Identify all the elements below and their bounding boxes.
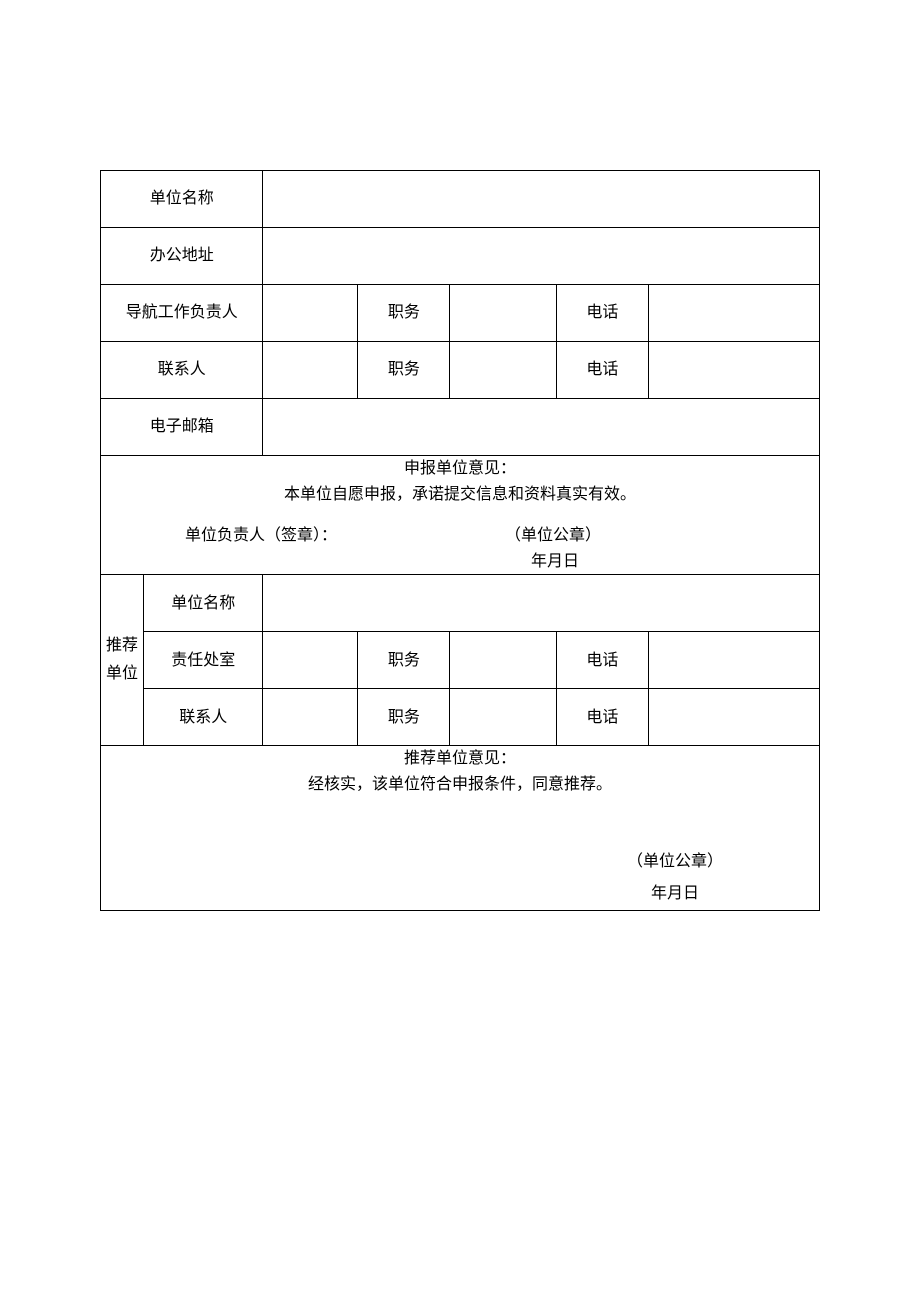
- table-row: 推荐单位意见： 经核实，该单位符合申报条件，同意推荐。 （单位公章） 年月日: [101, 746, 820, 910]
- value-rec-unit-name[interactable]: [263, 575, 820, 632]
- page: 单位名称 办公地址 导航工作负责人 职务 电话 联系人 职务 电话 电子邮箱: [0, 0, 920, 1011]
- date-line: 年月日: [101, 549, 819, 575]
- label-position: 职务: [358, 342, 450, 399]
- value-rec-contact-position[interactable]: [450, 689, 556, 746]
- signature-line: 单位负责人（签章）： （单位公章）: [101, 523, 819, 549]
- application-form-table: 单位名称 办公地址 导航工作负责人 职务 电话 联系人 职务 电话 电子邮箱: [100, 170, 820, 911]
- value-dept-position[interactable]: [450, 632, 556, 689]
- label-recommend-unit-group: 推荐单位: [101, 575, 144, 746]
- table-row: 电子邮箱: [101, 399, 820, 456]
- label-position: 职务: [358, 632, 450, 689]
- date-line: 年月日: [531, 878, 819, 910]
- label-phone: 电话: [556, 632, 648, 689]
- table-row: 联系人 职务 电话: [101, 689, 820, 746]
- table-row: 推荐单位 单位名称: [101, 575, 820, 632]
- label-office-address: 办公地址: [101, 228, 263, 285]
- stamp-label: （单位公章）: [531, 846, 819, 878]
- stamp-label: （单位公章）: [505, 523, 705, 549]
- value-nav-lead-position[interactable]: [450, 285, 556, 342]
- label-contact: 联系人: [101, 342, 263, 399]
- table-row: 办公地址: [101, 228, 820, 285]
- label-dept: 责任处室: [144, 632, 263, 689]
- label-position: 职务: [358, 689, 450, 746]
- value-dept[interactable]: [263, 632, 358, 689]
- label-phone: 电话: [556, 285, 648, 342]
- label-position: 职务: [358, 285, 450, 342]
- label-unit-name: 单位名称: [101, 171, 263, 228]
- value-rec-contact-phone[interactable]: [648, 689, 819, 746]
- applicant-opinion-block: 申报单位意见： 本单位自愿申报，承诺提交信息和资料真实有效。 单位负责人（签章）…: [101, 456, 820, 575]
- table-row: 申报单位意见： 本单位自愿申报，承诺提交信息和资料真实有效。 单位负责人（签章）…: [101, 456, 820, 575]
- value-nav-lead-name[interactable]: [263, 285, 358, 342]
- opinion-body: 本单位自愿申报，承诺提交信息和资料真实有效。: [101, 482, 819, 508]
- recommend-opinion-block: 推荐单位意见： 经核实，该单位符合申报条件，同意推荐。 （单位公章） 年月日: [101, 746, 820, 910]
- value-dept-phone[interactable]: [648, 632, 819, 689]
- label-rec-unit-name: 单位名称: [144, 575, 263, 632]
- label-email: 电子邮箱: [101, 399, 263, 456]
- opinion-title: 推荐单位意见：: [101, 746, 819, 772]
- table-row: 导航工作负责人 职务 电话: [101, 285, 820, 342]
- value-unit-name[interactable]: [263, 171, 820, 228]
- opinion-title: 申报单位意见：: [101, 456, 819, 482]
- value-contact-name[interactable]: [263, 342, 358, 399]
- value-email[interactable]: [263, 399, 820, 456]
- label-nav-lead: 导航工作负责人: [101, 285, 263, 342]
- value-office-address[interactable]: [263, 228, 820, 285]
- label-rec-contact: 联系人: [144, 689, 263, 746]
- group-label-text: 推荐单位: [101, 632, 143, 690]
- table-row: 单位名称: [101, 171, 820, 228]
- table-row: 联系人 职务 电话: [101, 342, 820, 399]
- value-contact-position[interactable]: [450, 342, 556, 399]
- label-phone: 电话: [556, 689, 648, 746]
- value-rec-contact[interactable]: [263, 689, 358, 746]
- value-contact-phone[interactable]: [648, 342, 819, 399]
- opinion-body: 经核实，该单位符合申报条件，同意推荐。: [101, 772, 819, 798]
- label-phone: 电话: [556, 342, 648, 399]
- recommend-stamp-block: （单位公章） 年月日: [101, 846, 819, 910]
- value-nav-lead-phone[interactable]: [648, 285, 819, 342]
- sign-label: 单位负责人（签章）：: [101, 523, 505, 549]
- table-row: 责任处室 职务 电话: [101, 632, 820, 689]
